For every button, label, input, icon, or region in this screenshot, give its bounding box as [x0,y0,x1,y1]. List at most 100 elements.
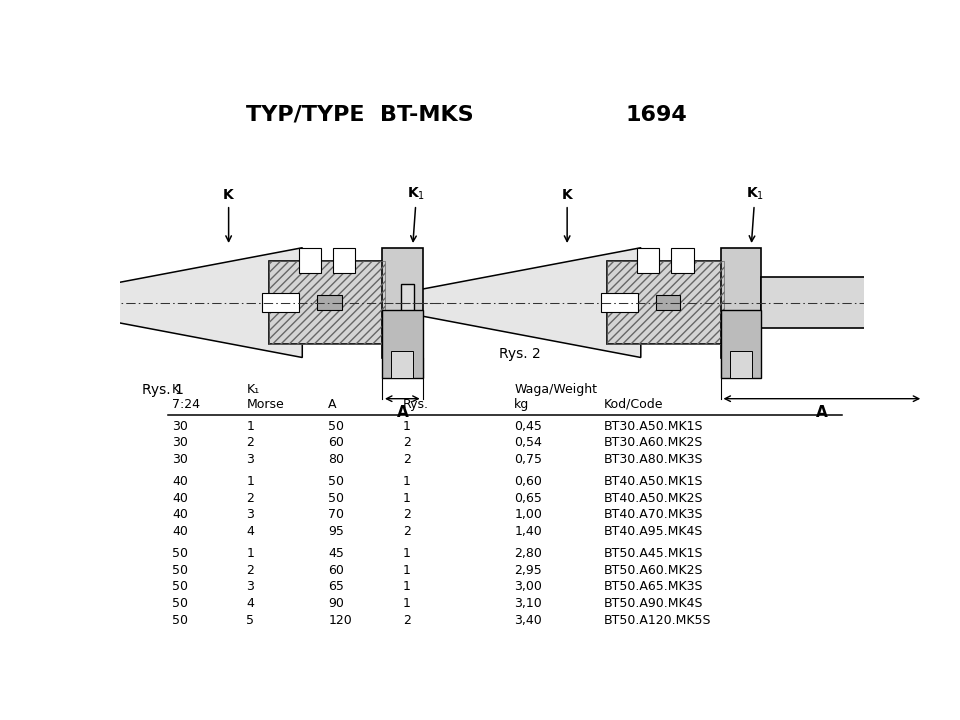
Bar [601,294,637,312]
Text: BT50.A60.MK2S: BT50.A60.MK2S [604,564,703,577]
Text: BT40.A95.MK4S: BT40.A95.MK4S [604,525,703,538]
Text: 80: 80 [328,453,345,466]
Text: 30: 30 [172,436,188,449]
Text: BT50.A120.MK5S: BT50.A120.MK5S [604,613,711,626]
Text: 2: 2 [403,508,411,521]
Text: 2,95: 2,95 [515,564,542,577]
Text: 2: 2 [247,436,254,449]
Text: K: K [172,383,180,396]
Text: 50: 50 [172,564,188,577]
Text: 40: 40 [172,492,188,505]
Bar [63,284,75,321]
Bar [656,295,680,310]
Text: 3: 3 [247,453,254,466]
Text: 30: 30 [172,453,188,466]
Text: BT50.A65.MK3S: BT50.A65.MK3S [604,580,703,593]
Text: 4: 4 [247,525,254,538]
Text: Rys. 1: Rys. 1 [142,383,184,397]
Text: 1: 1 [403,547,411,560]
Bar [607,261,724,343]
Text: 1: 1 [403,597,411,610]
Text: 2: 2 [247,564,254,577]
Polygon shape [382,248,422,358]
Text: BT30.A60.MK2S: BT30.A60.MK2S [604,436,703,449]
Bar [317,295,342,310]
Text: 3: 3 [247,580,254,593]
Text: TYP/TYPE  BT-MKS: TYP/TYPE BT-MKS [247,104,474,125]
Polygon shape [75,248,302,358]
Text: 60: 60 [328,564,345,577]
Text: 2,80: 2,80 [515,547,542,560]
Text: 50: 50 [172,597,188,610]
Bar [730,351,752,377]
Text: A: A [396,405,408,420]
Text: BT40.A50.MK2S: BT40.A50.MK2S [604,492,703,505]
Text: 40: 40 [172,508,188,521]
Text: 1,00: 1,00 [515,508,542,521]
Text: 3,10: 3,10 [515,597,542,610]
Text: 2: 2 [247,492,254,505]
Text: 2: 2 [403,525,411,538]
Bar [269,261,385,343]
Text: Morse: Morse [247,397,284,410]
Bar [637,248,660,274]
Text: BT40.A70.MK3S: BT40.A70.MK3S [604,508,703,521]
Text: 2: 2 [403,613,411,626]
Text: 50: 50 [172,613,188,626]
Bar [299,248,321,274]
Text: 1: 1 [247,547,254,560]
Text: 3,00: 3,00 [515,580,542,593]
Text: K: K [562,188,572,241]
Text: 90: 90 [328,597,345,610]
Bar [382,310,422,377]
Polygon shape [721,248,761,358]
Text: Rys. 2: Rys. 2 [499,347,541,361]
Text: 50: 50 [328,420,345,433]
Text: 40: 40 [172,525,188,538]
Text: 2: 2 [403,453,411,466]
Text: K$_1$: K$_1$ [746,186,764,241]
Bar [671,248,693,274]
Text: Kod/Code: Kod/Code [604,397,663,410]
Text: 50: 50 [328,492,345,505]
Bar [269,261,385,343]
Text: 2: 2 [403,436,411,449]
Text: 7:24: 7:24 [172,397,200,410]
Text: BT50.A45.MK1S: BT50.A45.MK1S [604,547,703,560]
Text: K$_1$: K$_1$ [407,186,425,241]
Text: 50: 50 [172,547,188,560]
Text: 45: 45 [328,547,345,560]
Text: 3,40: 3,40 [515,613,542,626]
Text: BT30.A50.MK1S: BT30.A50.MK1S [604,420,703,433]
Text: Waga/Weight: Waga/Weight [515,383,597,396]
Text: 3: 3 [247,508,254,521]
Text: 50: 50 [328,475,345,488]
Text: BT30.A80.MK3S: BT30.A80.MK3S [604,453,703,466]
Text: 1: 1 [403,564,411,577]
Text: 120: 120 [328,613,352,626]
Text: K: K [224,188,234,241]
Bar [333,248,355,274]
Text: K₁: K₁ [247,383,259,396]
Text: Rys.: Rys. [403,397,429,410]
Text: 1694: 1694 [626,104,687,125]
Text: 1: 1 [403,420,411,433]
Text: A: A [816,405,828,420]
Text: 65: 65 [328,580,345,593]
Bar [721,310,761,377]
Text: 95: 95 [328,525,345,538]
Text: 1: 1 [403,580,411,593]
Polygon shape [414,248,641,358]
Text: 30: 30 [172,420,188,433]
Bar [761,277,924,328]
Text: 50: 50 [172,580,188,593]
Text: A: A [328,397,337,410]
Text: 0,45: 0,45 [515,420,542,433]
Text: 0,60: 0,60 [515,475,542,488]
Text: 5: 5 [247,613,254,626]
Bar [262,294,300,312]
Text: 0,65: 0,65 [515,492,542,505]
Text: BT40.A50.MK1S: BT40.A50.MK1S [604,475,703,488]
Text: 0,54: 0,54 [515,436,542,449]
Text: 1: 1 [247,420,254,433]
